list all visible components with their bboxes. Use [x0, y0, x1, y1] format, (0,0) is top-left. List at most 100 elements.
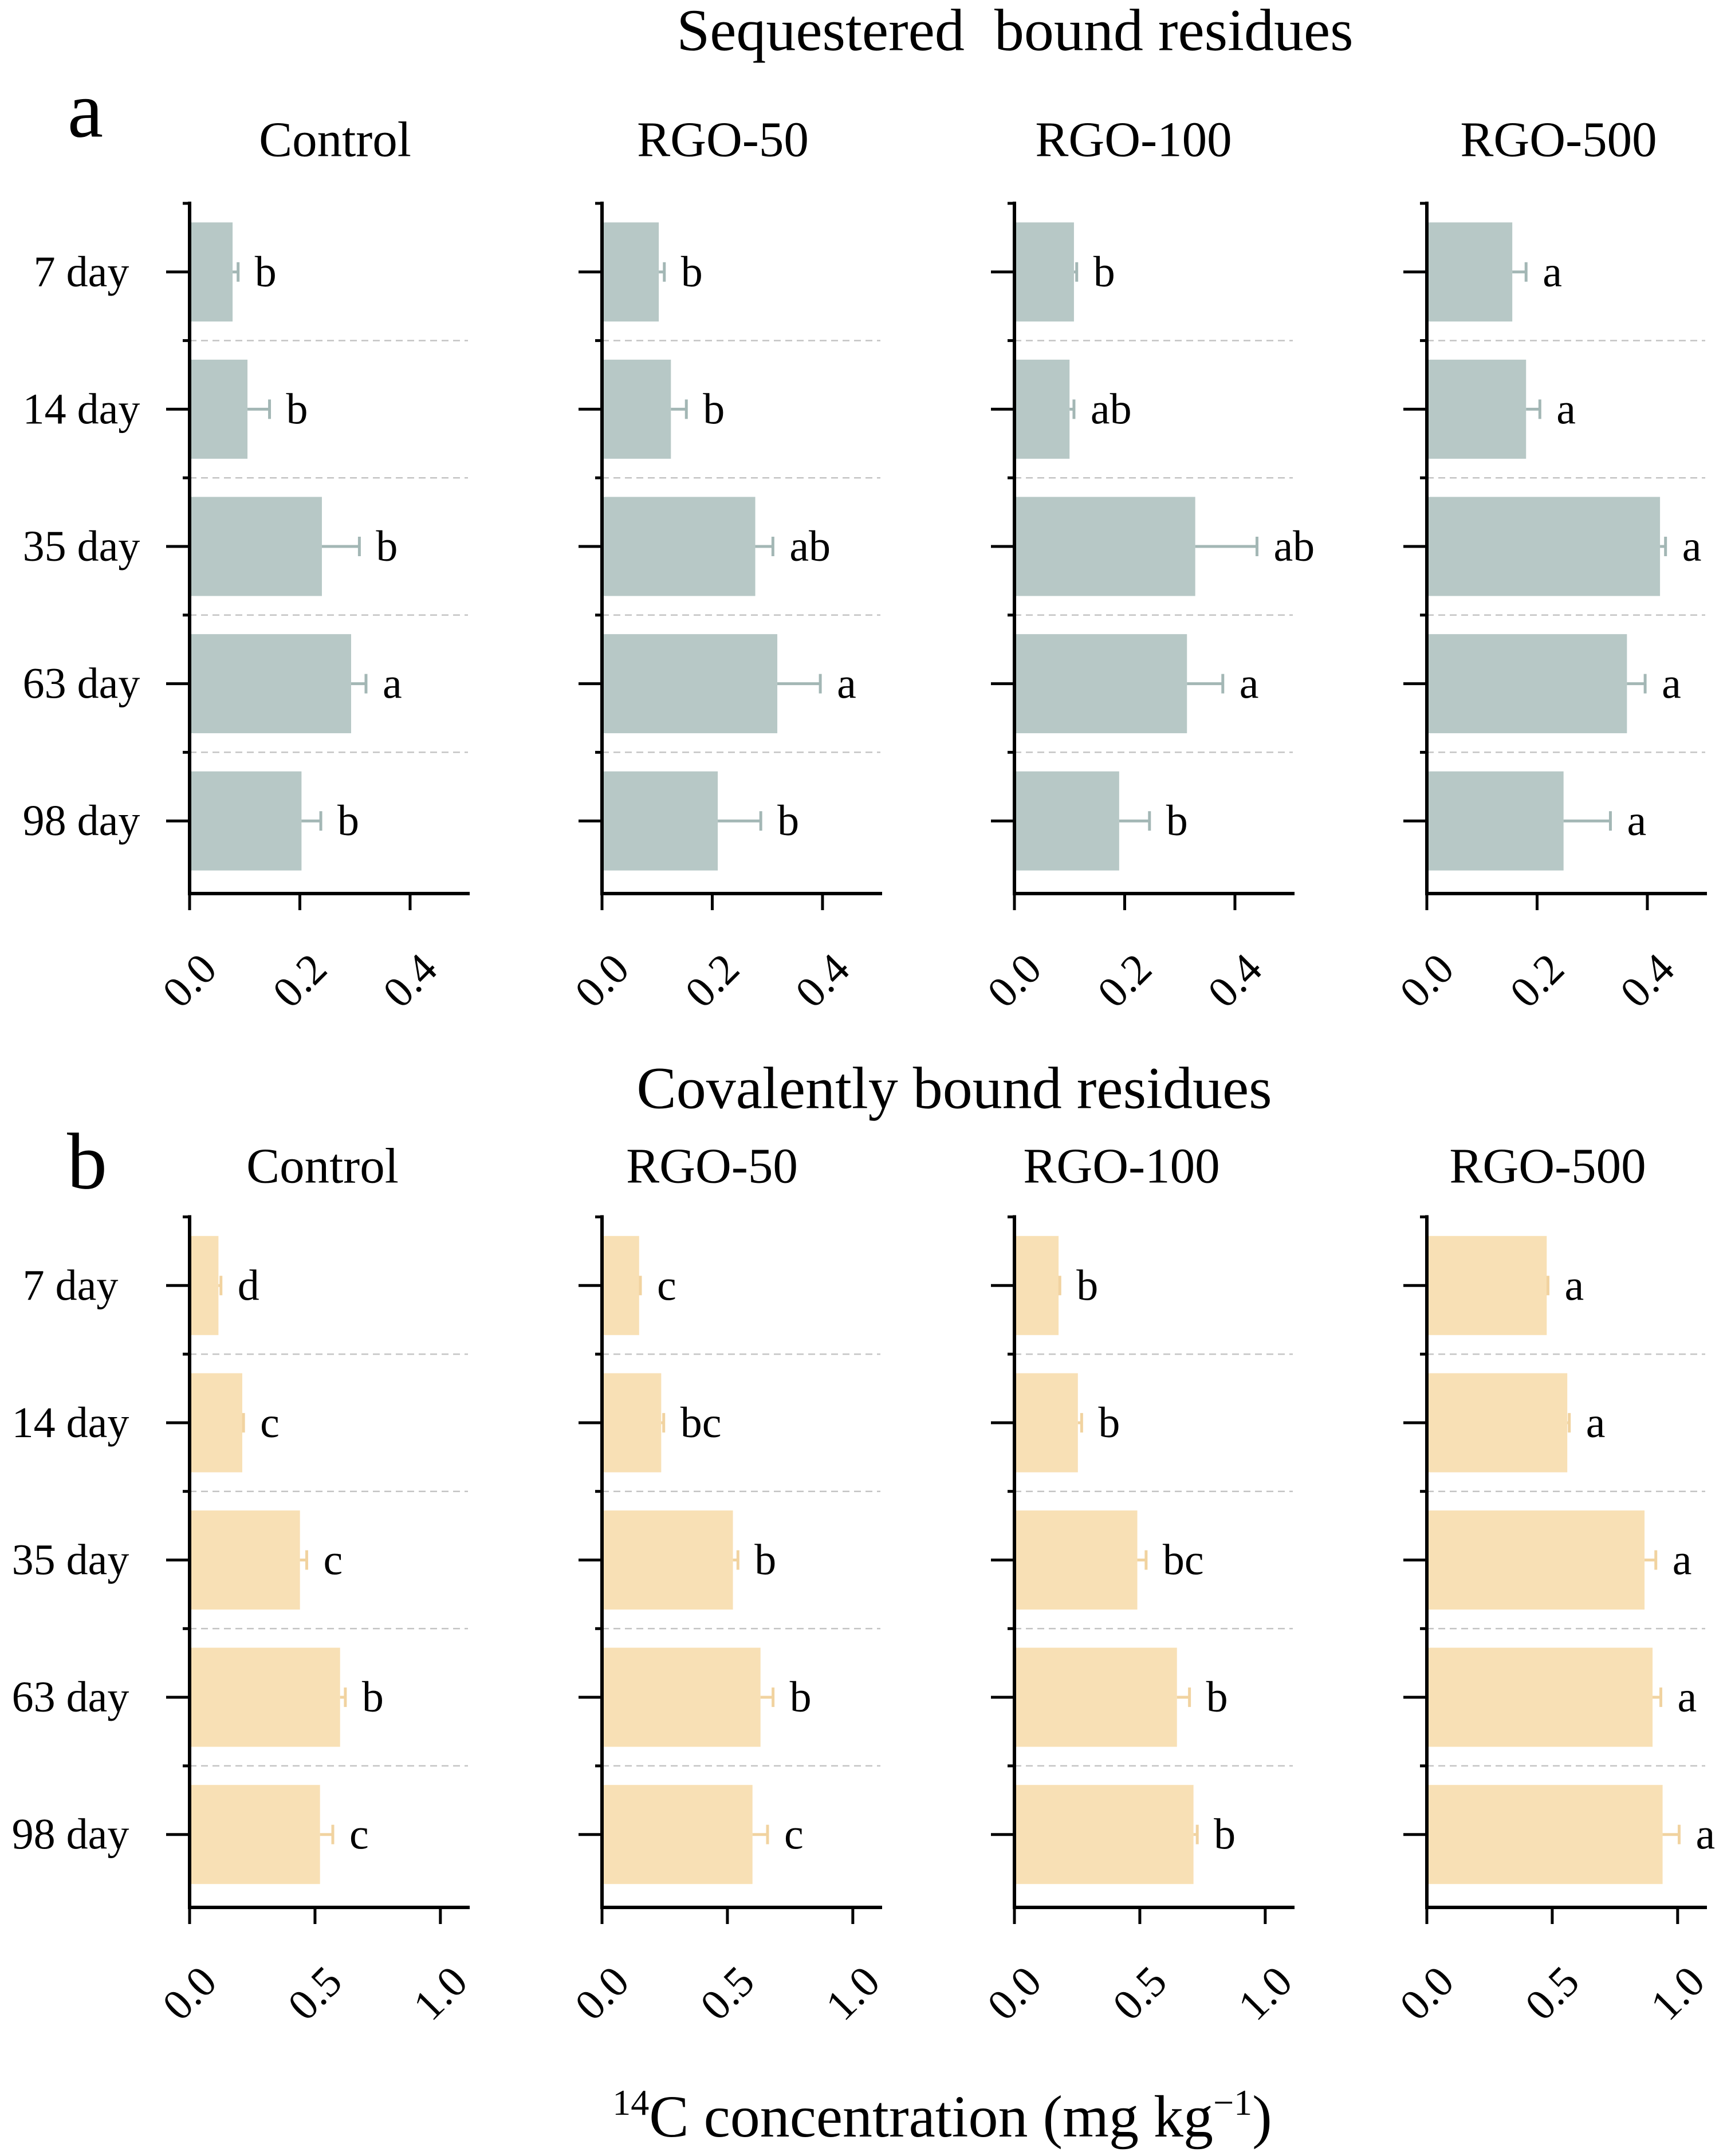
panel-b-rgo-50-error-bar-14-day: [661, 1413, 666, 1433]
panel-b-rgo-500-bar-35-day: [1427, 1510, 1645, 1610]
panel-a-rgo-50-error-bar-98-day: [718, 811, 762, 831]
panel-b-control-y-tick-label-98-day: 98 day: [12, 1811, 129, 1859]
panel-a-rgo-100-error-bar-63-day: [1187, 674, 1225, 694]
panel-a-rgo-500-letter-98-day: a: [1627, 797, 1646, 845]
panel-a-rgo-100-letter-7-day: b: [1093, 248, 1115, 296]
panel-a-rgo-500-letter-14-day: a: [1556, 385, 1576, 433]
panel-a-rgo-100-title: RGO-100: [1035, 112, 1232, 167]
panel-a-label: a: [68, 66, 103, 155]
panel-b-rgo-50-letter-14-day: bc: [680, 1399, 722, 1447]
x-axis-label-mass-number: 14: [612, 2082, 649, 2123]
panel-a-control-letter-98-day: b: [337, 797, 359, 845]
panel-a-rgo-500-error-bar-98-day: [1563, 811, 1612, 831]
panel-b-control-bar-98-day: [190, 1785, 320, 1884]
panel-a-rgo-50-error-bar-35-day: [755, 537, 774, 556]
panel-b-rgo-50-letter-63-day: b: [790, 1673, 812, 1721]
x-axis-label-close: ): [1252, 2084, 1272, 2150]
panel-b-control-error-bar-14-day: [242, 1413, 245, 1433]
panel-b-rgo-500-bar-14-day: [1427, 1373, 1568, 1473]
panel-b-rgo-100-letter-7-day: b: [1076, 1261, 1098, 1309]
panel-b-control-letter-7-day: d: [238, 1261, 259, 1309]
panel-b-rgo-100-bar-63-day: [1014, 1647, 1177, 1747]
panel-b-rgo-50-bar-63-day: [602, 1647, 761, 1747]
panel-a-title: Sequestered bound residues: [676, 0, 1353, 64]
panel-a-control-bar-98-day: [190, 771, 302, 871]
panel-b-rgo-50-bar-98-day: [602, 1785, 753, 1884]
panel-a-rgo-50-bar-98-day: [602, 771, 718, 871]
panel-a-control-letter-63-day: a: [383, 660, 402, 708]
panel-a-control-y-tick-label-7-day: 7 day: [34, 248, 129, 296]
x-axis-label-text: C concentration (mg kg: [649, 2084, 1213, 2150]
panel-b-rgo-100-error-bar-14-day: [1077, 1413, 1083, 1433]
panel-a-rgo-100-letter-35-day: ab: [1273, 522, 1315, 571]
panel-a-rgo-50-error-bar-7-day: [659, 262, 666, 282]
panel-b-rgo-50-error-bar-63-day: [760, 1687, 775, 1708]
panel-a-control-y-tick-label-35-day: 35 day: [23, 522, 140, 571]
panel-b-rgo-500-letter-7-day: a: [1564, 1261, 1584, 1309]
panel-b-rgo-500-letter-63-day: a: [1678, 1673, 1697, 1721]
panel-b-rgo-500-letter-14-day: a: [1586, 1399, 1606, 1447]
panel-a-rgo-500-title: RGO-500: [1460, 112, 1657, 167]
panel-b-control-letter-63-day: b: [362, 1673, 384, 1721]
panel-b-control-letter-98-day: c: [349, 1811, 369, 1859]
panel-a-rgo-100-error-bar-98-day: [1119, 811, 1151, 831]
panel-b-rgo-100-bar-14-day: [1014, 1373, 1078, 1473]
panel-a-rgo-500-error-bar-7-day: [1512, 262, 1528, 282]
panel-a-control-y-tick-label-14-day: 14 day: [23, 385, 140, 433]
panel-b-rgo-100-bar-98-day: [1014, 1785, 1194, 1884]
panel-a-rgo-500-letter-35-day: a: [1682, 522, 1702, 571]
panel-b-control-error-bar-7-day: [218, 1276, 223, 1296]
panel-b-rgo-500-letter-98-day: a: [1695, 1811, 1715, 1859]
x-axis-label: 14C concentration (mg kg−1): [612, 2082, 1272, 2150]
panel-a-rgo-500-error-bar-14-day: [1526, 399, 1541, 419]
panel-a-rgo-500-letter-7-day: a: [1543, 248, 1562, 296]
panel-b-control-y-tick-label-14-day: 14 day: [12, 1399, 129, 1447]
panel-a-control-bar-35-day: [190, 497, 322, 596]
panel-a-control-error-bar-7-day: [233, 262, 240, 282]
panel-a-rgo-100-letter-98-day: b: [1166, 797, 1188, 845]
panel-a-rgo-100-bar-7-day: [1014, 222, 1074, 322]
panel-b-title: Covalently bound residues: [636, 1056, 1272, 1122]
panel-a-control-bar-7-day: [190, 222, 233, 322]
panel-a-rgo-50-bar-63-day: [602, 634, 778, 734]
panel-b-control-bar-63-day: [190, 1647, 340, 1747]
panel-a-rgo-50-letter-14-day: b: [703, 385, 725, 433]
panel-b-rgo-100-letter-14-day: b: [1098, 1399, 1120, 1447]
panel-a-rgo-50-letter-98-day: b: [777, 797, 799, 845]
panel-a-control-letter-7-day: b: [255, 248, 277, 296]
panel-b-control-bar-14-day: [190, 1373, 242, 1473]
panel-b-control-error-bar-98-day: [320, 1824, 335, 1844]
panel-a-rgo-500-bar-35-day: [1427, 497, 1661, 596]
panel-a-rgo-100-error-bar-7-day: [1073, 262, 1079, 282]
panel-b-rgo-100-error-bar-63-day: [1177, 1687, 1191, 1708]
panel-b-control-bar-7-day: [190, 1236, 219, 1335]
panel-b-rgo-100-bar-35-day: [1014, 1510, 1138, 1610]
panel-b-rgo-50-letter-98-day: c: [784, 1811, 804, 1859]
panel-b-rgo-50-title: RGO-50: [626, 1138, 798, 1194]
panel-a-rgo-50-bar-14-day: [602, 359, 671, 459]
panel-b-control-bar-35-day: [190, 1510, 300, 1610]
panel-a-rgo-50-letter-63-day: a: [837, 660, 856, 708]
panel-b-rgo-500-error-bar-7-day: [1546, 1276, 1549, 1296]
panel-a-rgo-500-bar-63-day: [1427, 634, 1627, 734]
panel-b-rgo-50-bar-14-day: [602, 1373, 662, 1473]
panel-b-control-letter-35-day: c: [323, 1536, 343, 1584]
panel-a-control-error-bar-14-day: [247, 399, 272, 419]
panel-b-rgo-500-bar-98-day: [1427, 1785, 1663, 1884]
panel-a-rgo-50-bar-7-day: [602, 222, 659, 322]
panel-b-control-y-tick-label-7-day: 7 day: [23, 1261, 119, 1309]
panel-a-control-y-tick-label-63-day: 63 day: [23, 660, 140, 708]
panel-b-rgo-500-bar-7-day: [1427, 1236, 1547, 1335]
panel-a-rgo-100-bar-14-day: [1014, 359, 1070, 459]
panel-a-rgo-100-error-bar-35-day: [1195, 537, 1258, 556]
panel-b-label: b: [67, 1118, 107, 1206]
panel-a-rgo-50-error-bar-14-day: [671, 399, 688, 419]
panel-b-rgo-500-error-bar-63-day: [1653, 1687, 1663, 1708]
panel-a-control-error-bar-63-day: [351, 674, 368, 694]
panel-a-rgo-50-error-bar-63-day: [777, 674, 822, 694]
panel-a-rgo-50-letter-35-day: ab: [789, 522, 831, 571]
panel-b-control-title: Control: [246, 1138, 399, 1194]
panel-a-control-bar-63-day: [190, 634, 351, 734]
panel-b-control-error-bar-35-day: [300, 1550, 308, 1570]
